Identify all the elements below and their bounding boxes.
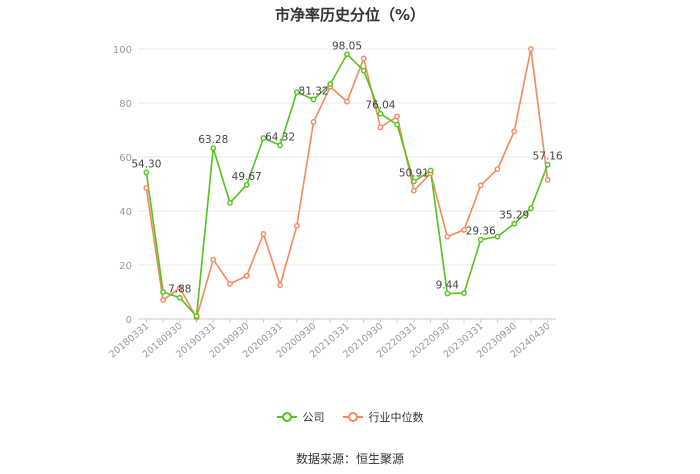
industry-point xyxy=(477,182,484,189)
industry-line xyxy=(145,48,549,320)
industry-point xyxy=(143,185,150,191)
y-tick-label: 40 xyxy=(119,207,132,218)
company-point xyxy=(377,110,384,117)
x-axis: 2018033120180930201903312019093020200331… xyxy=(107,318,556,360)
company-point xyxy=(544,161,551,168)
company-point xyxy=(410,178,417,185)
industry-point xyxy=(394,113,401,120)
y-tick-label: 80 xyxy=(119,99,132,110)
legend-item-industry[interactable]: 行业中位数 xyxy=(342,409,424,425)
company-point xyxy=(427,167,434,174)
industry-point xyxy=(410,187,417,194)
y-axis: 0 20 40 60 80 100 xyxy=(113,45,132,326)
company-point xyxy=(293,89,300,96)
company-point xyxy=(444,290,451,297)
industry-point xyxy=(160,297,166,303)
y-tick-label: 60 xyxy=(119,153,132,164)
industry-point xyxy=(528,46,534,52)
company-point xyxy=(143,169,150,176)
industry-point xyxy=(544,177,551,183)
industry-point xyxy=(360,55,367,62)
company-data-label: 98.05 xyxy=(332,40,362,52)
company-point xyxy=(243,181,250,188)
industry-point xyxy=(344,98,350,105)
legend-label-company: 公司 xyxy=(302,411,325,424)
company-data-label: 7.88 xyxy=(168,284,191,296)
industry-point xyxy=(260,231,267,237)
company-point xyxy=(176,294,183,301)
legend-item-company[interactable]: 公司 xyxy=(276,409,325,425)
industry-point xyxy=(494,166,501,173)
company-point xyxy=(461,290,467,296)
company-point xyxy=(310,96,317,103)
company-point xyxy=(277,142,284,149)
company-data-label: 81.32 xyxy=(299,85,329,97)
industry-point xyxy=(461,226,467,233)
industry-point xyxy=(277,282,284,289)
company-data-label: 63.28 xyxy=(198,134,228,146)
company-point xyxy=(327,81,334,88)
company-point xyxy=(528,205,534,212)
industry-point xyxy=(176,285,183,291)
data-labels: 54.30 7.88 63.28 49.67 64.32 81.32 98.05 76.04 5… xyxy=(131,40,563,295)
company-point xyxy=(344,51,350,58)
industry-point xyxy=(377,124,384,131)
company-data-label: 49.67 xyxy=(232,171,262,183)
industry-point xyxy=(310,119,317,125)
industry-point xyxy=(210,256,217,263)
company-point xyxy=(160,289,166,295)
company-point xyxy=(494,233,501,240)
legend-label-industry: 行业中位数 xyxy=(368,411,424,424)
company-point xyxy=(260,135,267,142)
industry-point xyxy=(243,272,250,279)
legend-swatch-company xyxy=(276,412,297,422)
company-point xyxy=(477,236,484,243)
company-line xyxy=(145,52,549,319)
industry-point xyxy=(293,222,300,229)
company-point xyxy=(511,220,518,227)
company-data-label: 76.04 xyxy=(365,100,395,112)
company-point xyxy=(210,145,217,152)
industry-point xyxy=(511,128,518,135)
series-points xyxy=(143,46,551,321)
y-tick-label: 100 xyxy=(113,45,132,56)
industry-point xyxy=(227,280,233,287)
legend: 公司 行业中位数 xyxy=(0,409,700,425)
company-point xyxy=(193,313,200,320)
y-tick-label: 0 xyxy=(126,315,132,326)
company-data-label: 64.32 xyxy=(265,131,295,143)
company-data-label: 57.16 xyxy=(533,151,563,163)
company-point xyxy=(394,121,401,128)
company-data-label: 29.36 xyxy=(466,226,496,238)
company-data-label: 35.29 xyxy=(499,210,529,222)
series-lines xyxy=(145,48,549,320)
industry-point xyxy=(444,233,451,240)
company-point xyxy=(360,67,367,74)
legend-swatch-industry xyxy=(342,412,363,422)
company-data-label: 9.44 xyxy=(436,280,460,292)
company-data-label: 50.91 xyxy=(399,168,429,180)
chart-title: 市净率历史分位（%） xyxy=(274,6,426,24)
data-source: 数据来源：恒生聚源 xyxy=(295,452,404,466)
y-tick-label: 20 xyxy=(119,261,132,272)
company-data-label: 54.30 xyxy=(131,158,161,170)
company-point xyxy=(227,199,233,206)
